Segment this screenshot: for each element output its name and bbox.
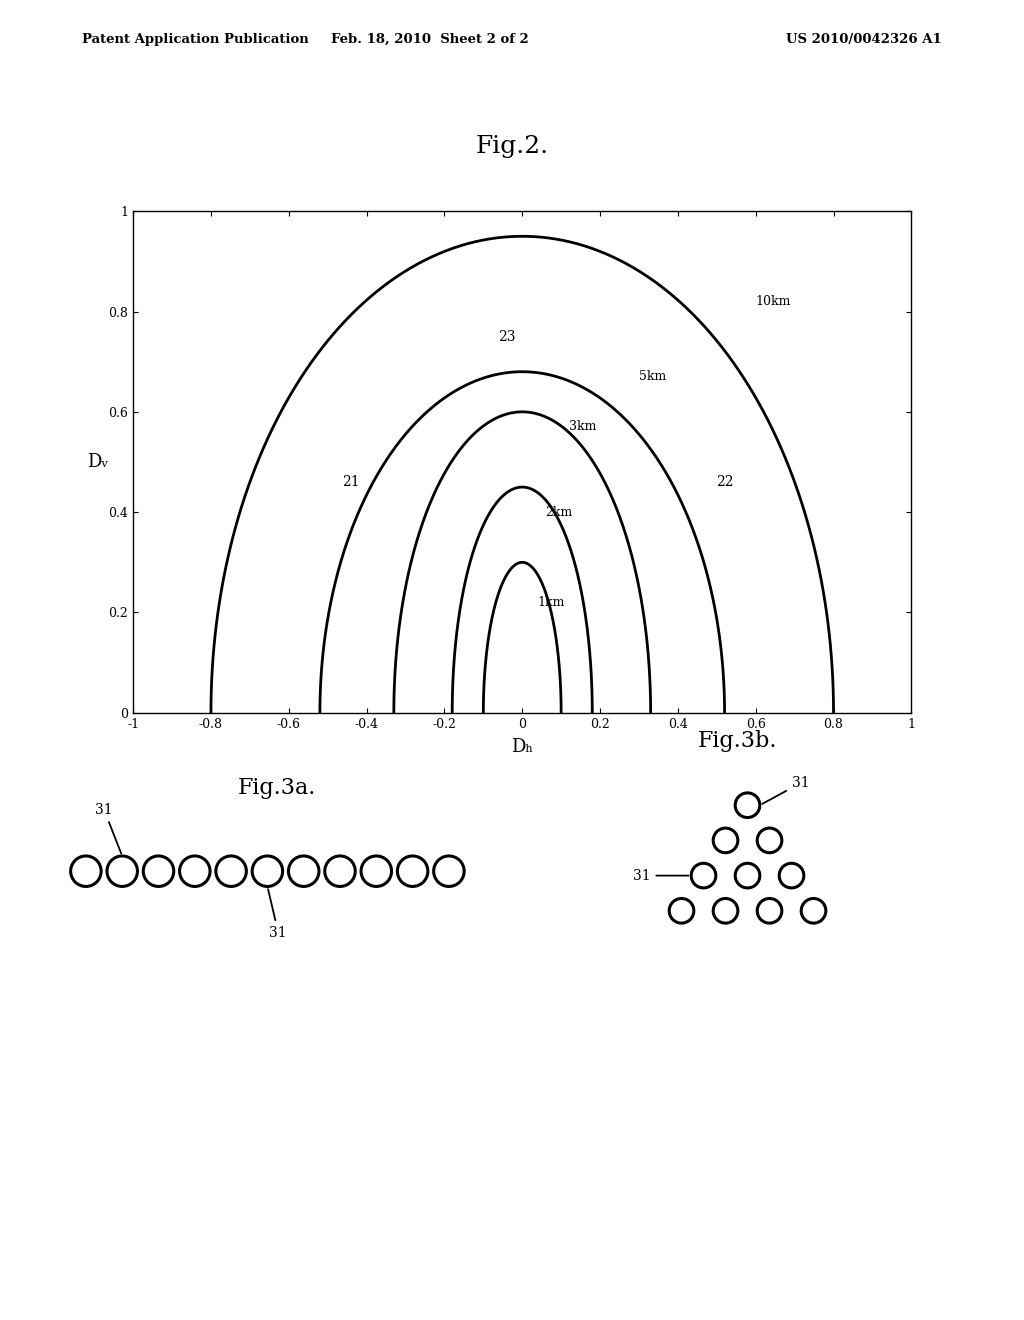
Text: Fig.2.: Fig.2. <box>475 136 549 158</box>
Circle shape <box>252 855 283 887</box>
Circle shape <box>779 863 804 888</box>
Circle shape <box>106 855 137 887</box>
Text: Patent Application Publication: Patent Application Publication <box>82 33 308 46</box>
Text: Fig.3a.: Fig.3a. <box>238 776 315 799</box>
Circle shape <box>179 855 210 887</box>
Circle shape <box>325 855 355 887</box>
Circle shape <box>801 899 825 923</box>
Text: Feb. 18, 2010  Sheet 2 of 2: Feb. 18, 2010 Sheet 2 of 2 <box>331 33 529 46</box>
Circle shape <box>713 828 738 853</box>
Text: 23: 23 <box>498 330 515 343</box>
Text: 1km: 1km <box>538 595 565 609</box>
Circle shape <box>71 855 101 887</box>
Text: 22: 22 <box>716 475 733 490</box>
Circle shape <box>433 855 464 887</box>
Circle shape <box>670 899 694 923</box>
Text: 31: 31 <box>633 869 688 883</box>
Circle shape <box>735 863 760 888</box>
Text: 31: 31 <box>762 776 809 804</box>
Text: 31: 31 <box>268 890 287 940</box>
Text: 3km: 3km <box>569 420 596 433</box>
Text: 2km: 2km <box>546 506 572 519</box>
Text: US 2010/0042326 A1: US 2010/0042326 A1 <box>786 33 942 46</box>
Circle shape <box>289 855 318 887</box>
Text: 10km: 10km <box>756 294 792 308</box>
Circle shape <box>757 828 782 853</box>
Circle shape <box>143 855 174 887</box>
Circle shape <box>713 899 738 923</box>
Circle shape <box>216 855 247 887</box>
X-axis label: Dₕ: Dₕ <box>511 738 534 755</box>
Text: 5km: 5km <box>639 370 667 383</box>
Y-axis label: Dᵥ: Dᵥ <box>87 453 108 471</box>
Text: 31: 31 <box>95 803 121 853</box>
Circle shape <box>397 855 428 887</box>
Circle shape <box>691 863 716 888</box>
Circle shape <box>361 855 391 887</box>
Text: Fig.3b.: Fig.3b. <box>697 730 777 752</box>
Circle shape <box>757 899 782 923</box>
Circle shape <box>735 793 760 817</box>
Text: 21: 21 <box>342 475 359 490</box>
